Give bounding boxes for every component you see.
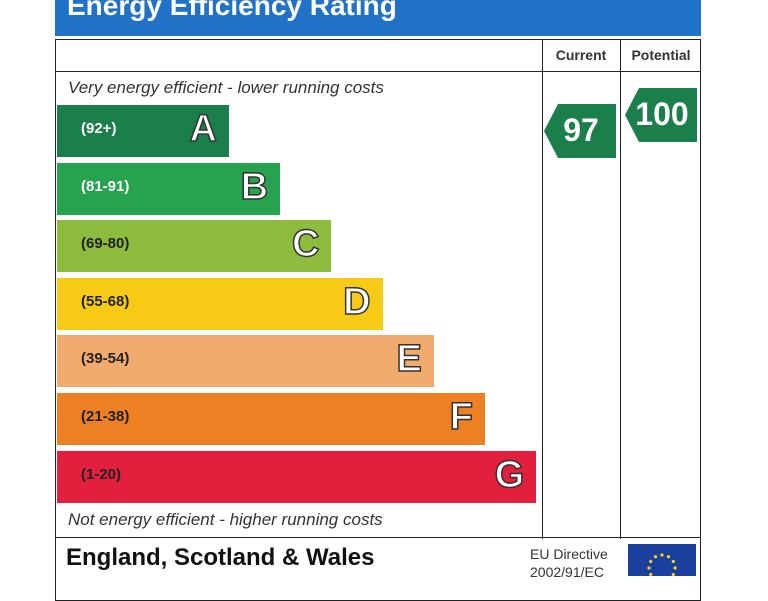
band-f: (21-38) F (57, 393, 485, 445)
potential-column-header: Potential (631, 47, 691, 63)
band-c: (69-80) C (57, 220, 332, 273)
eu-flag-star (673, 566, 677, 570)
footer-divider (55, 537, 701, 538)
band-e: (39-54) E (57, 335, 434, 388)
potential-rating-arrow-shape (625, 88, 697, 142)
band-d: (55-68) D (57, 277, 383, 330)
band-f-range: (21-38) (81, 408, 130, 425)
eu-flag-star (666, 555, 671, 559)
eu-flag-icon (628, 544, 696, 576)
region-label: England, Scotland & Wales (66, 544, 375, 571)
band-g-letter: G (494, 453, 525, 496)
eu-flag-star (649, 559, 653, 564)
inefficient-note: Not energy efficient - higher running co… (68, 510, 383, 529)
band-f-letter: F (449, 395, 474, 438)
band-d-range: (55-68) (81, 292, 130, 310)
band-b-letter: B (240, 165, 269, 208)
band-b: (81-91) B (57, 162, 281, 215)
band-a: (92+) A (57, 105, 229, 157)
efficient-note: Very energy efficient - lower running co… (68, 78, 384, 97)
band-c-letter: C (291, 223, 320, 266)
band-a-range: (92+) (81, 120, 117, 137)
eu-directive-line1: EU Directive (530, 546, 608, 562)
eu-flag-star (649, 572, 653, 576)
header-bar: Energy Efficiency Rating (55, 0, 701, 36)
eu-flag-star (671, 572, 675, 576)
band-e-range: (39-54) (81, 350, 130, 368)
current-rating-arrow (544, 104, 616, 158)
column-header-divider (55, 71, 701, 72)
band-c-range: (69-80) (81, 235, 130, 253)
eu-flag-star (660, 553, 664, 557)
band-b-range: (81-91) (81, 177, 130, 195)
band-d-letter: D (342, 280, 371, 323)
band-e-letter: E (396, 338, 423, 381)
current-column-header: Current (555, 47, 607, 63)
potential-column-divider (620, 39, 621, 539)
current-column-divider (542, 39, 543, 539)
eu-flag-star (653, 555, 658, 559)
page-title: Energy Efficiency Rating (67, 0, 397, 21)
band-g: (1-20) G (57, 450, 537, 503)
potential-rating-value: 100 (635, 96, 689, 132)
current-rating-value: 97 (563, 112, 599, 148)
band-g-range: (1-20) (81, 465, 122, 483)
eu-flag-star (671, 559, 675, 564)
current-rating-arrow-shape (544, 104, 616, 158)
band-a-letter: A (189, 107, 218, 150)
eu-directive-line2: 2002/91/EC (530, 564, 604, 580)
eu-flag-star (647, 566, 651, 570)
potential-rating-arrow (625, 88, 697, 142)
